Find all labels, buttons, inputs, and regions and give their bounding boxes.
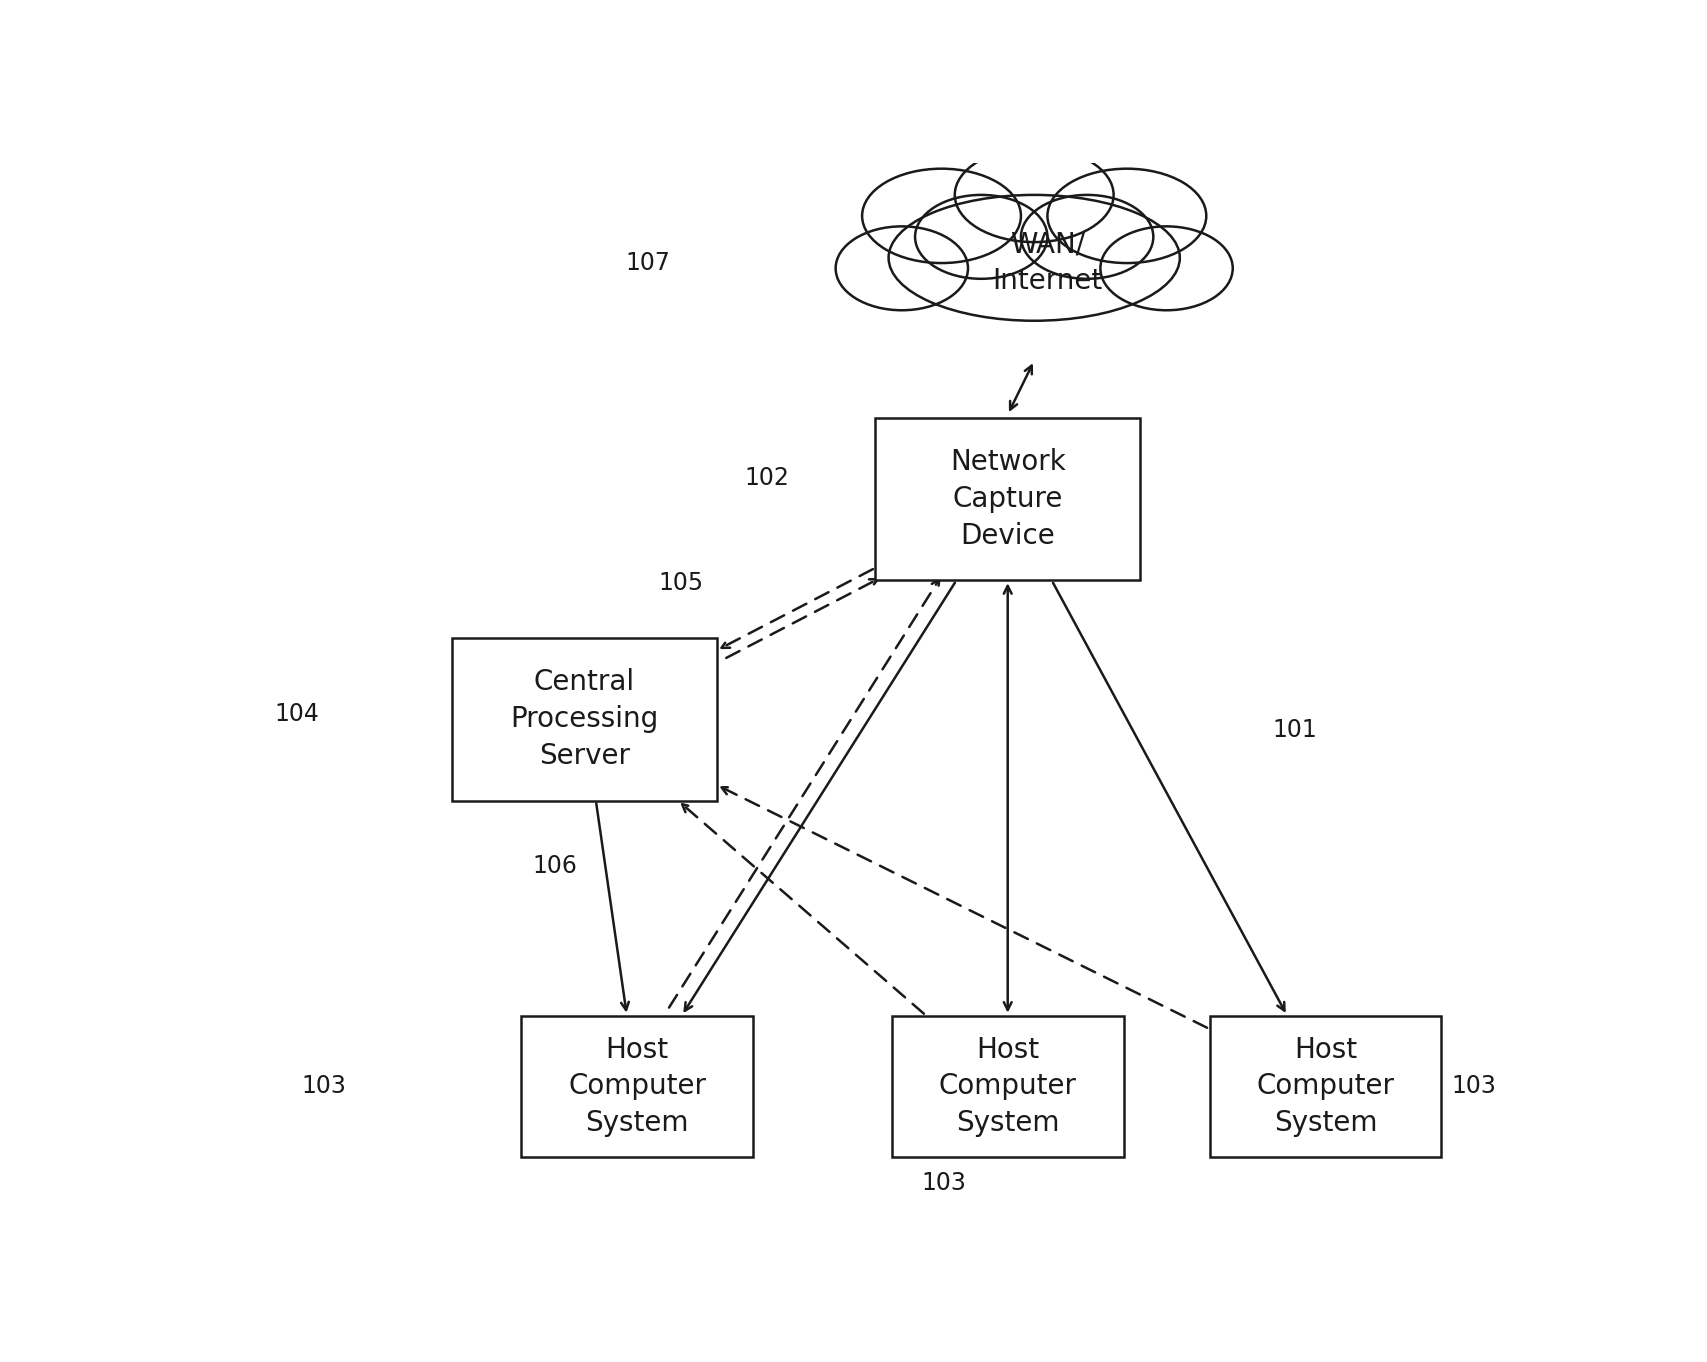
Text: Network
Capture
Device: Network Capture Device [949, 448, 1065, 550]
Text: 103: 103 [1451, 1075, 1495, 1098]
Ellipse shape [888, 195, 1180, 321]
Text: Central
Processing
Server: Central Processing Server [510, 669, 657, 770]
FancyBboxPatch shape [891, 1016, 1123, 1158]
Text: Host
Computer
System: Host Computer System [568, 1035, 705, 1137]
Ellipse shape [954, 147, 1113, 242]
Text: Host
Computer
System: Host Computer System [1256, 1035, 1393, 1137]
FancyBboxPatch shape [451, 637, 717, 801]
Ellipse shape [915, 195, 1046, 279]
Text: 106: 106 [533, 854, 577, 878]
FancyBboxPatch shape [521, 1016, 753, 1158]
Text: 105: 105 [657, 571, 703, 595]
Text: 107: 107 [625, 251, 669, 275]
Text: Host
Computer
System: Host Computer System [939, 1035, 1075, 1137]
Ellipse shape [1099, 226, 1232, 311]
Text: 103: 103 [922, 1171, 966, 1194]
Text: 101: 101 [1272, 718, 1316, 742]
FancyBboxPatch shape [1209, 1016, 1441, 1158]
Ellipse shape [1021, 195, 1152, 279]
Text: 104: 104 [275, 701, 319, 726]
FancyBboxPatch shape [876, 418, 1140, 580]
Ellipse shape [835, 226, 968, 311]
Ellipse shape [1046, 169, 1205, 263]
Text: 103: 103 [300, 1075, 345, 1098]
Text: WAN/
Internet: WAN/ Internet [992, 230, 1103, 296]
Text: 102: 102 [744, 466, 789, 490]
Ellipse shape [862, 169, 1021, 263]
